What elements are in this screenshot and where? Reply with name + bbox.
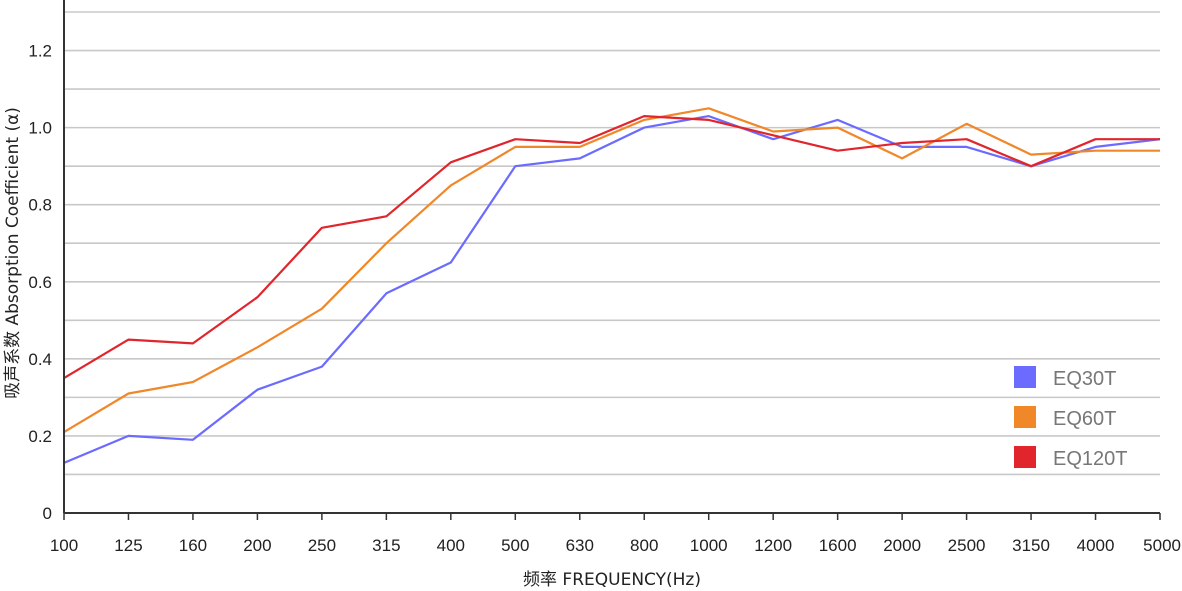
series-line-eq60t (63, 107, 1160, 434)
x-tick-label: 125 (114, 536, 142, 555)
x-tick-label: 3150 (1012, 536, 1050, 555)
y-tick-label: 0 (43, 504, 52, 523)
x-tick-label: 2500 (948, 536, 986, 555)
y-tick-label: 0.8 (28, 196, 52, 215)
x-tick-label: 400 (437, 536, 465, 555)
x-tick-label: 500 (501, 536, 529, 555)
x-tick-label: 4000 (1077, 536, 1115, 555)
legend-swatch-eq120t (1014, 446, 1036, 468)
x-tick-label: 1600 (819, 536, 857, 555)
legend-swatch-eq30t (1014, 366, 1036, 388)
series-line-eq30t (63, 114, 1161, 464)
y-tick-label: 0.4 (28, 350, 52, 369)
x-tick-label: 200 (243, 536, 271, 555)
y-tick-labels: 0 0.2 0.4 0.6 0.8 1.0 1.2 (28, 42, 52, 523)
y-tick-label: 0.6 (28, 273, 52, 292)
legend-label-eq30t: EQ30T (1053, 368, 1116, 390)
legend: EQ30T EQ60T EQ120T (1014, 366, 1127, 470)
grid-lines (64, 11, 1160, 476)
y-tick-label: 0.2 (28, 427, 52, 446)
legend-label-eq120t: EQ120T (1053, 448, 1127, 470)
x-axis-title: 频率 FREQUENCY(Hz) (523, 570, 701, 590)
x-tick-labels: 100 125 160 200 250 315 400 500 630 800 1000 1200 16… (50, 513, 1181, 555)
x-tick-label: 100 (50, 536, 78, 555)
x-tick-label: 2000 (883, 536, 921, 555)
series-lines (63, 107, 1161, 464)
x-tick-label: 160 (179, 536, 207, 555)
x-tick-label: 630 (566, 536, 594, 555)
x-tick-label: 5000 (1143, 536, 1181, 555)
y-axis-title: 吸声系数 Absorption Coefficient (α) (3, 107, 23, 399)
x-tick-label: 315 (372, 536, 400, 555)
x-tick-label: 1200 (754, 536, 792, 555)
x-tick-label: 800 (630, 536, 658, 555)
legend-label-eq60t: EQ60T (1053, 408, 1116, 430)
x-tick-label: 250 (308, 536, 336, 555)
axes (63, 0, 1160, 514)
x-tick-label: 1000 (690, 536, 728, 555)
series-line-eq120t (63, 114, 1160, 380)
y-tick-label: 1.2 (28, 42, 52, 61)
y-tick-label: 1.0 (28, 119, 52, 138)
legend-swatch-eq60t (1014, 406, 1036, 428)
